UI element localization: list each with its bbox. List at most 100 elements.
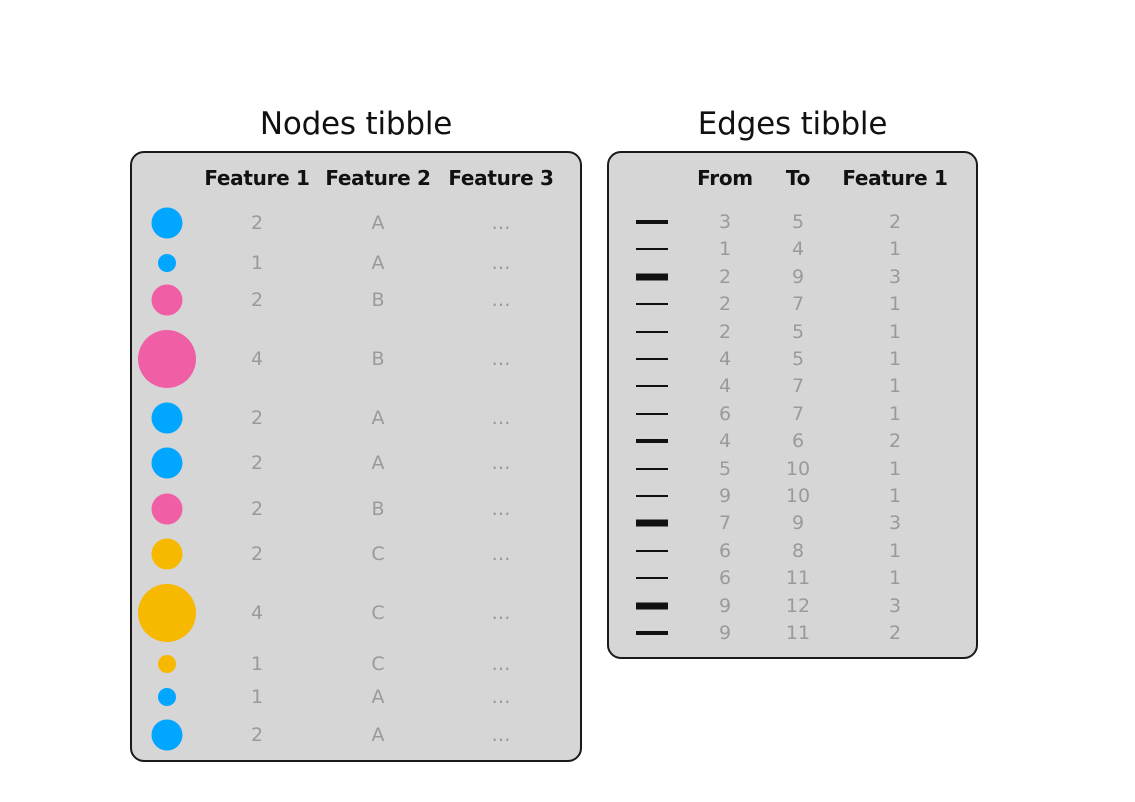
node-feature-3-cell: …	[491, 252, 511, 274]
node-feature-2-cell: A	[371, 212, 385, 234]
edge-feature-1-cell: 1	[888, 293, 902, 315]
node-feature-3-cell: …	[491, 543, 511, 565]
node-feature-3-cell: …	[491, 498, 511, 520]
node-feature-3-cell: …	[491, 686, 511, 708]
edge-to-cell: 11	[785, 622, 811, 644]
nodes-header-feature-3: Feature 3	[448, 166, 554, 190]
edge-from-cell: 6	[718, 403, 732, 425]
edge-feature-1-cell: 3	[888, 266, 902, 288]
edge-feature-1-cell: 2	[888, 622, 902, 644]
node-feature-1-cell: 2	[250, 452, 264, 474]
edge-to-cell: 11	[785, 567, 811, 589]
node-feature-2-cell: C	[371, 602, 385, 624]
node-feature-3-cell: …	[491, 212, 511, 234]
node-dot	[151, 207, 183, 239]
nodes-header-feature-2: Feature 2	[325, 166, 431, 190]
edge-to-cell: 7	[791, 403, 805, 425]
edge-from-cell: 7	[718, 512, 732, 534]
node-feature-1-cell: 2	[250, 498, 264, 520]
edges-header-to: To	[785, 166, 811, 190]
edge-from-cell: 4	[718, 430, 732, 452]
edge-weight-bar	[636, 519, 668, 527]
edge-feature-1-cell: 1	[888, 348, 902, 370]
edge-weight-bar	[636, 273, 668, 281]
edge-feature-1-cell: 2	[888, 211, 902, 233]
node-feature-2-cell: C	[371, 543, 385, 565]
edge-from-cell: 4	[718, 375, 732, 397]
edge-feature-1-cell: 2	[888, 430, 902, 452]
node-feature-2-cell: A	[371, 407, 385, 429]
node-dot	[151, 402, 183, 434]
node-dot	[138, 330, 196, 388]
node-dot	[138, 584, 196, 642]
edge-feature-1-cell: 1	[888, 458, 902, 480]
edge-to-cell: 10	[785, 485, 811, 507]
edges-header-from: From	[697, 166, 753, 190]
edge-to-cell: 8	[791, 540, 805, 562]
edge-weight-bar	[636, 577, 668, 579]
nodes-header-feature-1: Feature 1	[204, 166, 310, 190]
edge-feature-1-cell: 1	[888, 238, 902, 260]
edge-from-cell: 1	[718, 238, 732, 260]
node-dot	[151, 447, 183, 479]
node-feature-3-cell: …	[491, 452, 511, 474]
node-feature-1-cell: 4	[250, 348, 264, 370]
edge-from-cell: 9	[718, 595, 732, 617]
node-dot	[158, 254, 176, 272]
edge-weight-bar	[636, 495, 668, 497]
node-feature-3-cell: …	[491, 289, 511, 311]
node-dot	[151, 493, 183, 525]
edge-weight-bar	[636, 220, 668, 224]
node-feature-1-cell: 1	[250, 686, 264, 708]
node-feature-3-cell: …	[491, 602, 511, 624]
edge-feature-1-cell: 1	[888, 375, 902, 397]
node-feature-1-cell: 1	[250, 653, 264, 675]
node-feature-1-cell: 4	[250, 602, 264, 624]
edge-feature-1-cell: 1	[888, 540, 902, 562]
edge-to-cell: 9	[791, 266, 805, 288]
edge-to-cell: 12	[785, 595, 811, 617]
edge-to-cell: 10	[785, 458, 811, 480]
edge-weight-bar	[636, 358, 668, 360]
node-feature-1-cell: 2	[250, 543, 264, 565]
edge-weight-bar	[636, 331, 668, 333]
edge-feature-1-cell: 1	[888, 321, 902, 343]
edge-weight-bar	[636, 602, 668, 610]
edge-to-cell: 6	[791, 430, 805, 452]
edge-to-cell: 7	[791, 293, 805, 315]
edge-to-cell: 4	[791, 238, 805, 260]
edges-header-feature-1: Feature 1	[842, 166, 948, 190]
node-feature-2-cell: B	[371, 498, 385, 520]
edge-to-cell: 7	[791, 375, 805, 397]
edge-weight-bar	[636, 303, 668, 305]
edge-to-cell: 9	[791, 512, 805, 534]
edges-panel-title: Edges tibble	[697, 106, 888, 142]
edge-weight-bar	[636, 631, 668, 635]
edge-weight-bar	[636, 385, 668, 387]
edge-from-cell: 9	[718, 622, 732, 644]
edge-from-cell: 2	[718, 293, 732, 315]
node-dot	[158, 688, 176, 706]
edge-weight-bar	[636, 413, 668, 415]
edge-weight-bar	[636, 439, 668, 443]
edge-from-cell: 2	[718, 321, 732, 343]
edge-weight-bar	[636, 468, 668, 470]
node-feature-1-cell: 1	[250, 252, 264, 274]
node-feature-3-cell: …	[491, 348, 511, 370]
nodes-panel: Feature 1 Feature 2 Feature 3 2 A … 1 A … 2 B … 4…	[130, 151, 582, 762]
node-feature-2-cell: A	[371, 724, 385, 746]
node-feature-1-cell: 2	[250, 289, 264, 311]
edge-weight-bar	[636, 248, 668, 250]
edge-from-cell: 6	[718, 567, 732, 589]
edge-to-cell: 5	[791, 348, 805, 370]
edge-from-cell: 3	[718, 211, 732, 233]
edge-to-cell: 5	[791, 211, 805, 233]
edge-feature-1-cell: 1	[888, 567, 902, 589]
edge-feature-1-cell: 3	[888, 595, 902, 617]
node-feature-1-cell: 2	[250, 407, 264, 429]
edge-from-cell: 9	[718, 485, 732, 507]
edge-from-cell: 6	[718, 540, 732, 562]
edge-from-cell: 4	[718, 348, 732, 370]
node-feature-2-cell: A	[371, 452, 385, 474]
